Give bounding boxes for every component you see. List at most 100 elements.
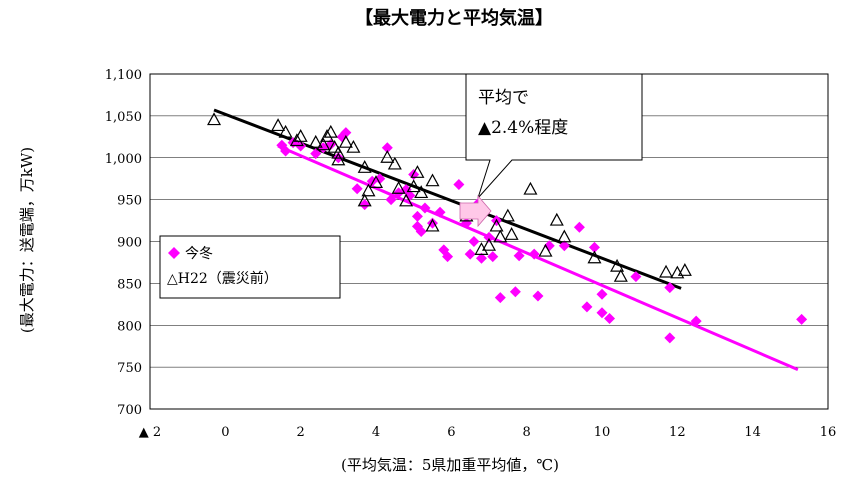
data-point-current (442, 251, 454, 263)
data-point-current (475, 252, 487, 264)
legend-diamond-icon (168, 247, 180, 259)
data-point-previous (338, 134, 353, 148)
data-point-current (532, 290, 544, 302)
data-point-previous (523, 181, 538, 195)
x-tick-label: 2 (297, 425, 305, 440)
x-tick-label: 10 (594, 425, 611, 440)
data-point-current (483, 231, 495, 243)
data-point-current (434, 206, 446, 218)
shift-arrow (459, 194, 492, 228)
y-tick-label: 1,050 (105, 110, 142, 125)
data-point-current (381, 142, 393, 154)
data-point-previous (320, 129, 335, 142)
y-tick-label: 850 (117, 277, 142, 292)
x-tick-label: 0 (221, 425, 229, 440)
data-point-current (411, 210, 423, 222)
data-point-previous (293, 129, 308, 142)
data-point-current (604, 313, 616, 325)
data-point-previous (391, 180, 406, 194)
x-tick-label: 14 (744, 425, 761, 440)
y-tick-label: 700 (117, 403, 142, 418)
y-tick-label: 800 (117, 319, 142, 334)
data-point-current (664, 282, 676, 294)
data-point-previous (677, 263, 692, 276)
y-tick-label: 750 (117, 361, 142, 376)
data-point-current (359, 199, 371, 211)
annotation-callout: 平均で ▲2.4%程度 (465, 73, 643, 199)
data-point-current (690, 315, 702, 327)
y-tick-label: 900 (117, 236, 142, 251)
x-tick-label: 12 (669, 425, 686, 440)
y-tick-label: 950 (117, 194, 142, 209)
data-point-previous (587, 250, 602, 264)
data-point-current (336, 131, 348, 143)
data-point-current (385, 194, 397, 206)
data-point-previous (425, 218, 440, 232)
data-point-current (573, 221, 585, 233)
data-point-previous (271, 118, 286, 132)
data-point-previous (289, 133, 304, 147)
legend-label-previous: △H22（震災前） (167, 270, 278, 287)
y-tick-label: 1,100 (105, 68, 142, 83)
data-point-current (796, 313, 808, 325)
callout-line2: ▲2.4%程度 (478, 118, 568, 138)
data-point-current (494, 292, 506, 304)
data-point-previous (316, 137, 331, 151)
data-point-current (528, 248, 540, 260)
data-point-previous (380, 149, 395, 163)
legend-label-current: 今冬 (185, 246, 213, 262)
data-point-previous (549, 212, 564, 226)
data-point-current (558, 240, 570, 252)
x-tick-label: 4 (372, 425, 380, 440)
data-point-current (509, 286, 521, 298)
data-point-previous (357, 193, 372, 207)
data-point-previous (323, 124, 338, 138)
data-point-previous (399, 193, 414, 207)
x-tick-label: 8 (523, 425, 531, 440)
data-point-previous (207, 112, 222, 126)
x-axis-label: (平均気温：5県加重平均値，℃) (341, 456, 559, 474)
data-point-previous (331, 145, 346, 159)
data-point-current (588, 241, 600, 253)
data-point-current (453, 179, 465, 191)
data-point-current (581, 301, 593, 313)
legend: 今冬 △H22（震災前） (159, 235, 341, 299)
data-point-current (374, 173, 386, 185)
data-point-previous (410, 165, 425, 178)
x-tick-label: 16 (820, 425, 837, 440)
data-point-current (630, 271, 642, 283)
chart-title: 【最大電力と平均気温】 (355, 7, 553, 29)
data-point-previous (414, 185, 429, 199)
data-point-previous (493, 229, 508, 243)
data-point-previous (368, 175, 384, 188)
data-point-previous (406, 179, 421, 193)
x-tick-label: 6 (447, 425, 455, 440)
data-point-previous (425, 173, 440, 187)
data-point-current (664, 332, 676, 344)
data-point-previous (331, 152, 346, 166)
data-point-previous (481, 237, 497, 251)
data-point-current (280, 145, 292, 157)
data-marks (207, 108, 808, 372)
data-point-previous (659, 264, 674, 278)
data-point-current (513, 250, 525, 262)
x-tick-labels: ▲ 2 0 2 4 6 8 10 12 14 16 (139, 425, 836, 440)
data-point-previous (489, 218, 504, 232)
callout-box (465, 73, 643, 199)
data-point-current (351, 183, 363, 195)
data-point-current (596, 307, 608, 319)
data-point-current (596, 288, 608, 300)
x-tick-label: ▲ 2 (139, 425, 161, 440)
data-point-previous (610, 258, 625, 272)
data-point-previous (387, 156, 402, 170)
data-point-current (468, 236, 480, 247)
data-point-previous (613, 268, 628, 282)
data-point-previous (361, 183, 376, 197)
data-point-previous (357, 160, 372, 173)
data-point-previous (474, 242, 489, 255)
data-point-current (419, 202, 431, 214)
data-point-previous (346, 139, 361, 153)
y-axis-label: (最大電力：送電端，万kW) (18, 147, 36, 333)
y-tick-label: 1,000 (105, 152, 142, 167)
